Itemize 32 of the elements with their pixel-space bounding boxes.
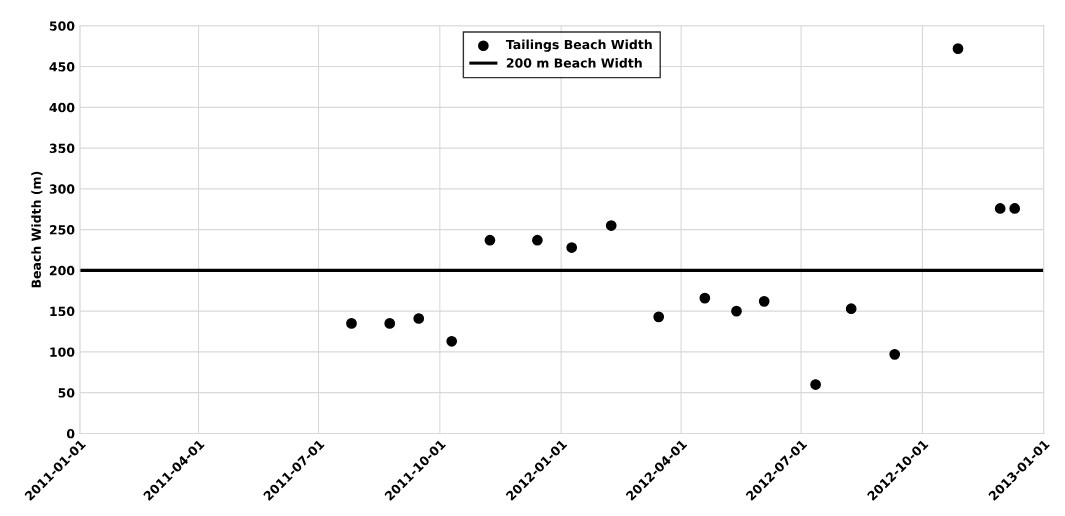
legend-label: Tailings Beach Width bbox=[505, 39, 652, 52]
point bbox=[346, 318, 357, 329]
y-tick-label: 150 bbox=[50, 306, 75, 317]
point bbox=[1009, 203, 1021, 214]
point bbox=[952, 43, 964, 54]
y-tick-label: 200 bbox=[49, 265, 75, 276]
point bbox=[653, 311, 665, 323]
y-tick-label: 50 bbox=[58, 388, 75, 398]
point bbox=[566, 242, 578, 253]
y-tick-label: 350 bbox=[49, 143, 75, 154]
point bbox=[413, 313, 425, 324]
point bbox=[446, 335, 458, 347]
point bbox=[605, 220, 617, 231]
point bbox=[731, 305, 742, 317]
point bbox=[845, 303, 857, 315]
y-tick-label: 300 bbox=[49, 184, 75, 194]
y-tick-label: 100 bbox=[50, 347, 75, 357]
y-tick-label: 500 bbox=[49, 21, 75, 31]
y-tick-label: 0 bbox=[66, 428, 75, 439]
point bbox=[758, 296, 770, 307]
point bbox=[994, 203, 1006, 214]
point bbox=[889, 349, 901, 360]
point bbox=[384, 318, 396, 329]
y-axis-title: Beach Width (m) bbox=[31, 171, 43, 288]
legend-label: 200 m Beach Width bbox=[506, 58, 642, 68]
y-tick-label: 450 bbox=[49, 62, 75, 72]
point bbox=[484, 234, 496, 246]
y-tick-label: 250 bbox=[49, 225, 75, 235]
point bbox=[699, 292, 711, 304]
point bbox=[532, 234, 543, 246]
point bbox=[810, 379, 821, 390]
y-tick-label: 400 bbox=[49, 102, 75, 113]
